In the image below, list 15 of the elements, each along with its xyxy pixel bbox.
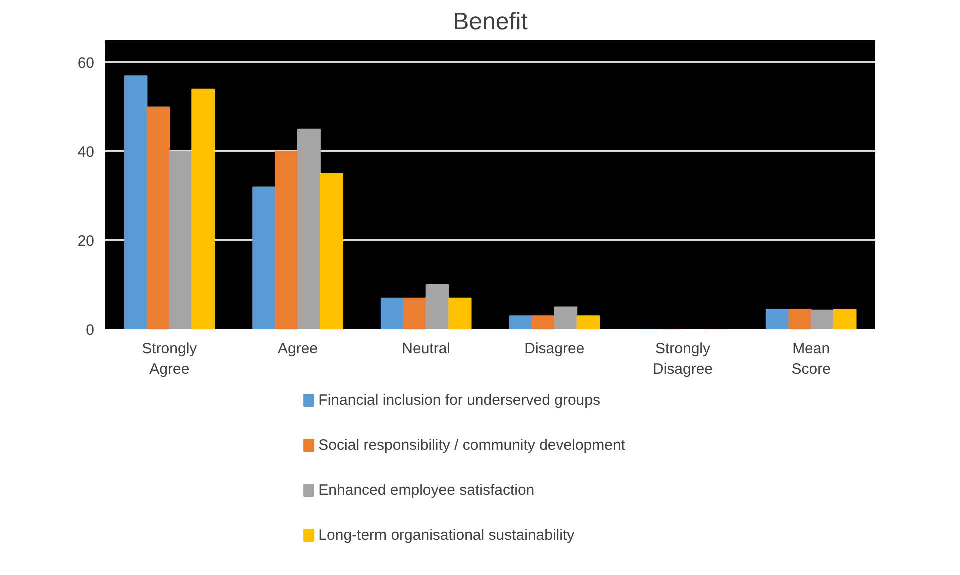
y-tick-label: 20	[78, 233, 95, 250]
x-tick-label: Neutral	[402, 340, 451, 358]
x-tick-label: Disagree	[524, 340, 585, 358]
y-tick-label: 60	[78, 55, 95, 72]
legend-label: Social responsibility / community development	[318, 437, 626, 454]
y-tick-label: 0	[86, 322, 94, 339]
y-tick-label: 40	[78, 144, 95, 162]
legend-label: Financial inclusion for underserved groups	[318, 392, 600, 409]
x-tick-label: Agree	[278, 340, 318, 358]
legend-label: Long-term organisational sustainability	[318, 527, 576, 544]
x-tick-label: Strongly Disagree	[652, 340, 714, 378]
x-tick-label: Strongly Agree	[142, 340, 198, 378]
x-tick-label: Mean Score	[792, 340, 831, 378]
legend-label: Enhanced employee satisfaction	[318, 482, 535, 499]
chart-title: Benefit	[453, 8, 528, 36]
